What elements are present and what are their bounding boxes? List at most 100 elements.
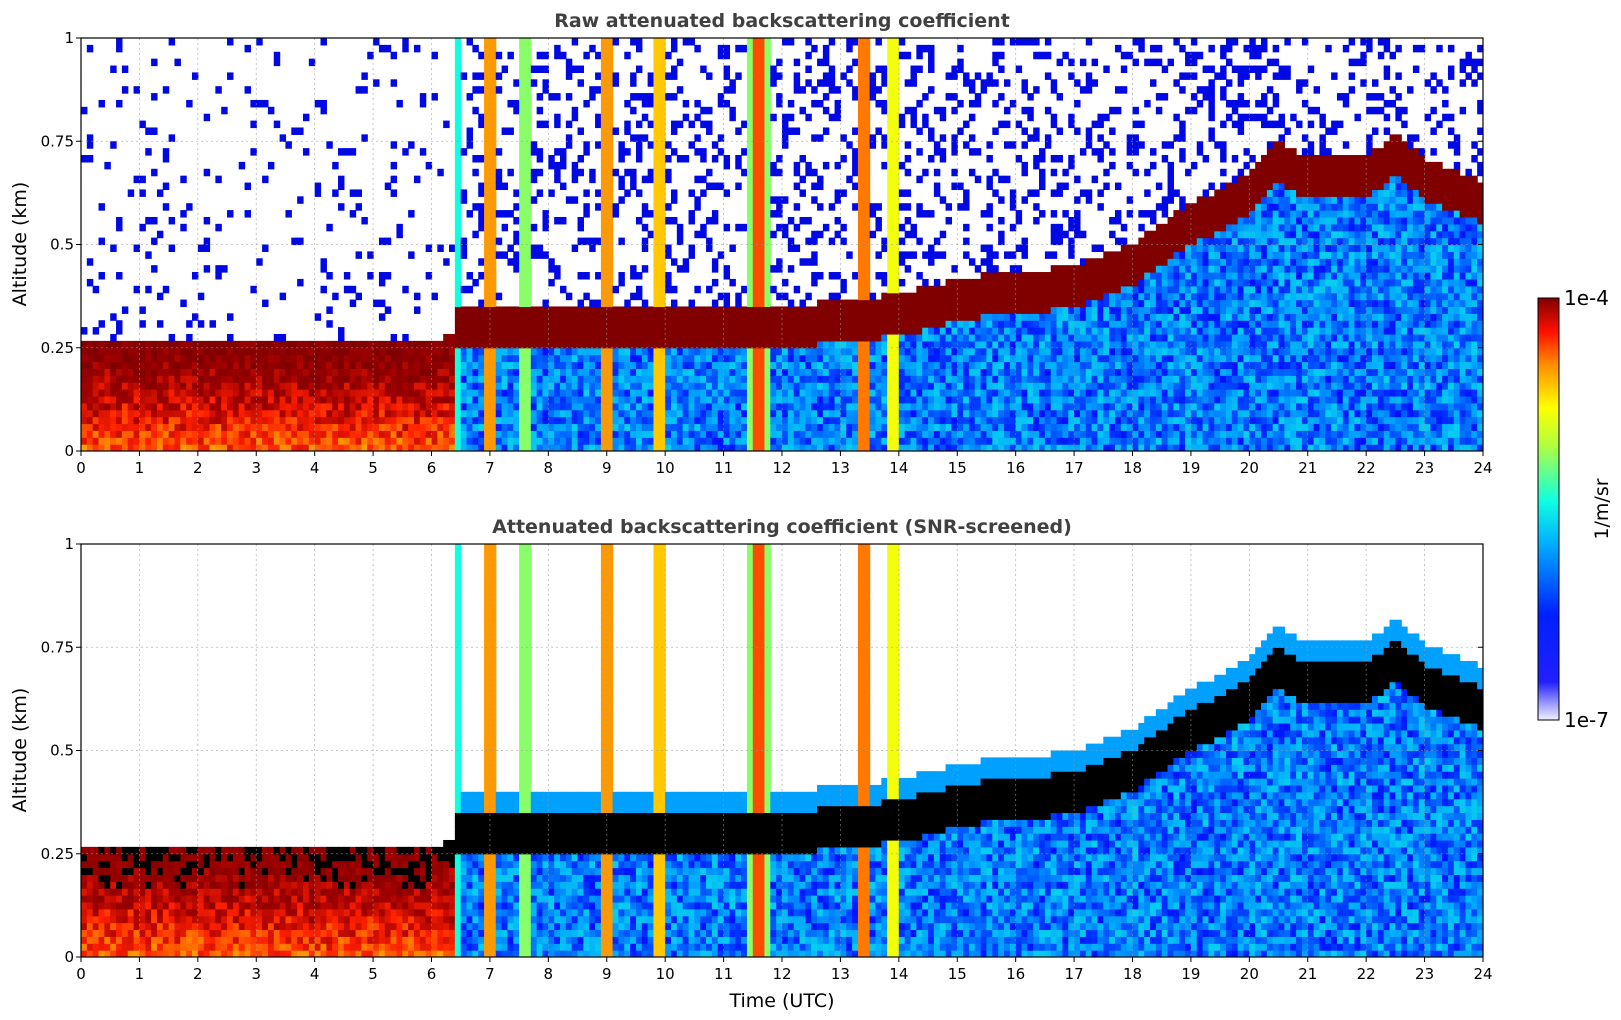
backscatter-cell: [1022, 375, 1028, 382]
backscatter-cell: [613, 313, 619, 320]
backscatter-cell: [99, 375, 105, 382]
backscatter-cell: [472, 389, 478, 396]
backscatter-cell: [531, 313, 537, 320]
backscatter-cell: [998, 348, 1004, 355]
backscatter-cell: [881, 66, 887, 73]
backscatter-cell: [204, 169, 210, 176]
backscatter-cell: [1045, 300, 1051, 307]
backscatter-cell: [735, 320, 741, 327]
backscatter-cell: [852, 396, 858, 403]
backscatter-cell: [408, 396, 414, 403]
backscatter-cell: [315, 348, 321, 355]
backscatter-cell: [998, 362, 1004, 369]
backscatter-cell: [525, 114, 531, 121]
backscatter-cell: [905, 375, 911, 382]
backscatter-cell: [969, 327, 975, 334]
backscatter-cell: [525, 176, 531, 183]
backscatter-cell: [747, 396, 753, 403]
backscatter-cell: [858, 134, 864, 141]
backscatter-cell: [759, 155, 765, 162]
backscatter-cell: [648, 100, 654, 107]
backscatter-cell: [461, 251, 467, 258]
backscatter-cell: [986, 362, 992, 369]
backscatter-cell: [829, 403, 835, 410]
backscatter-cell: [753, 45, 759, 52]
backscatter-cell: [677, 231, 683, 238]
backscatter-cell: [642, 238, 648, 245]
backscatter-cell: [104, 162, 110, 169]
backscatter-cell: [642, 430, 648, 437]
backscatter-cell: [840, 341, 846, 348]
backscatter-cell: [735, 355, 741, 362]
backscatter-cell: [472, 396, 478, 403]
backscatter-cell: [554, 334, 560, 341]
backscatter-cell: [338, 355, 344, 362]
backscatter-cell: [455, 396, 461, 403]
backscatter-cell: [1016, 417, 1022, 424]
backscatter-cell: [583, 272, 589, 279]
backscatter-cell: [975, 148, 981, 155]
backscatter-cell: [992, 300, 998, 307]
backscatter-cell: [502, 66, 508, 73]
backscatter-cell: [1045, 341, 1051, 348]
backscatter-cell: [636, 272, 642, 279]
backscatter-cell: [624, 121, 630, 128]
backscatter-cell: [694, 334, 700, 341]
backscatter-cell: [169, 245, 175, 252]
backscatter-cell: [747, 430, 753, 437]
backscatter-cell: [513, 107, 519, 114]
backscatter-cell: [981, 362, 987, 369]
backscatter-cell: [986, 313, 992, 320]
backscatter-cell: [490, 403, 496, 410]
backscatter-cell: [268, 423, 274, 430]
backscatter-cell: [519, 176, 525, 183]
backscatter-cell: [764, 410, 770, 417]
backscatter-cell: [589, 348, 595, 355]
backscatter-cell: [385, 362, 391, 369]
backscatter-cell: [747, 86, 753, 93]
backscatter-cell: [554, 348, 560, 355]
backscatter-cell: [595, 417, 601, 424]
backscatter-cell: [764, 355, 770, 362]
backscatter-cell: [1016, 382, 1022, 389]
backscatter-cell: [1016, 265, 1022, 272]
backscatter-cell: [922, 430, 928, 437]
backscatter-cell: [858, 79, 864, 86]
backscatter-cell: [548, 430, 554, 437]
backscatter-cell: [204, 217, 210, 224]
backscatter-cell: [233, 396, 239, 403]
backscatter-cell: [700, 348, 706, 355]
backscatter-cell: [99, 100, 105, 107]
backscatter-cell: [455, 306, 461, 313]
backscatter-cell: [513, 334, 519, 341]
backscatter-cell: [858, 231, 864, 238]
backscatter-cell: [507, 403, 513, 410]
backscatter-cell: [759, 300, 765, 307]
backscatter-cell: [613, 417, 619, 424]
backscatter-cell: [496, 169, 502, 176]
backscatter-cell: [946, 327, 952, 334]
backscatter-cell: [975, 396, 981, 403]
backscatter-cell: [665, 423, 671, 430]
backscatter-cell: [741, 410, 747, 417]
backscatter-cell: [630, 410, 636, 417]
backscatter-cell: [589, 382, 595, 389]
backscatter-cell: [998, 38, 1004, 45]
backscatter-cell: [648, 93, 654, 100]
backscatter-cell: [589, 396, 595, 403]
backscatter-cell: [887, 313, 893, 320]
backscatter-cell: [344, 375, 350, 382]
backscatter-cell: [221, 348, 227, 355]
backscatter-cell: [986, 396, 992, 403]
backscatter-cell: [233, 362, 239, 369]
backscatter-cell: [478, 306, 484, 313]
backscatter-cell: [636, 134, 642, 141]
backscatter-cell: [613, 375, 619, 382]
backscatter-cell: [788, 396, 794, 403]
backscatter-cell: [665, 410, 671, 417]
backscatter-cell: [478, 437, 484, 444]
backscatter-cell: [747, 210, 753, 217]
backscatter-cell: [291, 362, 297, 369]
backscatter-cell: [221, 265, 227, 272]
backscatter-cell: [642, 437, 648, 444]
